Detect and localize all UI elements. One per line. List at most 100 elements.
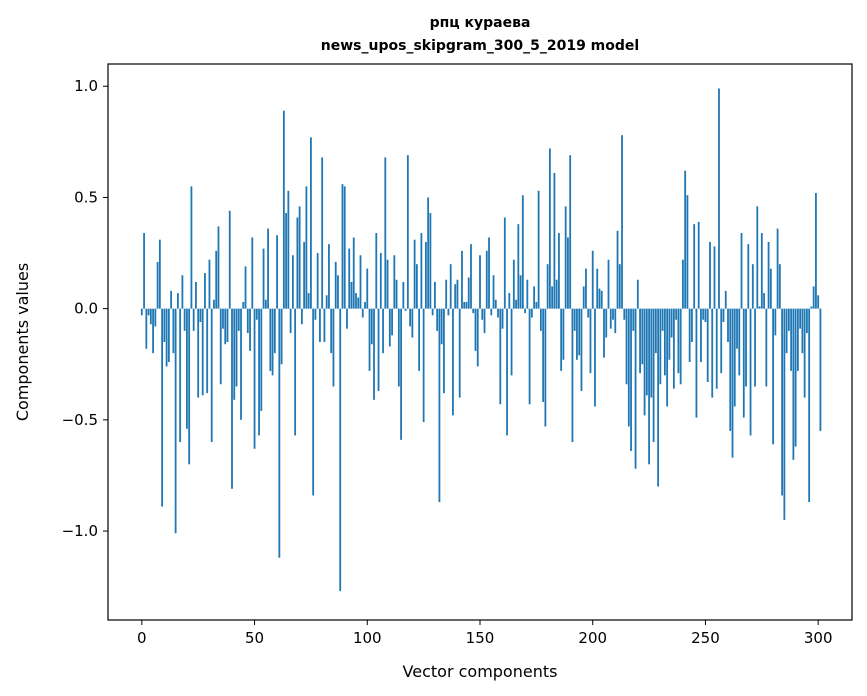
bar xyxy=(598,288,601,309)
bar xyxy=(449,264,452,309)
bar xyxy=(145,308,148,349)
bar xyxy=(240,308,242,420)
bar xyxy=(528,308,531,405)
bar xyxy=(152,308,154,354)
bar xyxy=(819,308,822,431)
bar xyxy=(796,308,799,371)
bar xyxy=(343,186,346,309)
bar xyxy=(596,268,599,309)
bar xyxy=(149,308,152,325)
bar xyxy=(249,308,251,351)
bar xyxy=(307,293,310,309)
bar xyxy=(413,239,416,309)
bar xyxy=(567,237,569,309)
bar xyxy=(553,172,556,309)
bar xyxy=(176,293,179,309)
bar xyxy=(282,110,285,309)
bar xyxy=(352,237,355,309)
bar xyxy=(742,308,745,418)
bar xyxy=(287,190,290,309)
bar xyxy=(720,308,723,374)
bar xyxy=(494,299,497,309)
bar xyxy=(393,255,396,309)
bar xyxy=(206,308,209,394)
bar xyxy=(778,264,781,309)
bar xyxy=(197,308,200,398)
bar xyxy=(244,266,247,309)
bar xyxy=(350,281,353,309)
bar xyxy=(246,308,249,334)
y-tick-label: 0.5 xyxy=(74,188,98,206)
bar xyxy=(377,308,380,391)
bar xyxy=(564,206,567,309)
bar xyxy=(210,308,213,443)
bar xyxy=(429,213,432,309)
bar xyxy=(303,241,306,309)
bar xyxy=(467,277,470,309)
y-axis-ticks: −1.0 −0.5 0.0 0.5 1.0 xyxy=(62,77,108,540)
bar xyxy=(763,293,765,309)
bar xyxy=(483,308,486,334)
bar xyxy=(715,308,718,389)
bar xyxy=(548,148,551,309)
bar xyxy=(756,206,759,309)
bar xyxy=(745,308,747,387)
bar xyxy=(573,308,576,331)
bar xyxy=(422,308,425,423)
bar xyxy=(199,308,202,322)
bar xyxy=(508,293,511,309)
bar xyxy=(675,308,678,320)
bar xyxy=(639,308,641,374)
bar xyxy=(427,197,430,309)
bar xyxy=(237,308,240,331)
bar xyxy=(600,290,603,309)
bar xyxy=(621,135,623,309)
x-tick-label: 300 xyxy=(804,629,833,647)
bar xyxy=(803,308,806,398)
x-tick-label: 150 xyxy=(466,629,495,647)
bar xyxy=(740,233,743,309)
bar xyxy=(262,248,265,309)
x-tick-label: 0 xyxy=(137,629,147,647)
bar xyxy=(231,308,233,489)
bar xyxy=(228,210,231,309)
bar xyxy=(366,268,369,309)
bar xyxy=(402,281,405,309)
bar xyxy=(585,268,587,309)
y-tick-label: −1.0 xyxy=(62,522,98,540)
bar xyxy=(278,308,281,558)
bar xyxy=(783,308,786,520)
bar xyxy=(140,308,143,316)
bar xyxy=(591,250,594,309)
bar xyxy=(535,301,538,309)
bar xyxy=(700,308,702,363)
bar xyxy=(319,308,321,342)
bar xyxy=(174,308,177,534)
bar xyxy=(627,308,630,427)
bar xyxy=(294,308,297,436)
bar xyxy=(609,308,612,329)
bar xyxy=(648,308,650,465)
bar xyxy=(815,192,817,309)
bar xyxy=(300,308,303,325)
bar xyxy=(562,308,565,360)
bar xyxy=(470,244,472,309)
bar xyxy=(424,241,427,309)
bar xyxy=(217,226,220,309)
bar xyxy=(686,195,689,309)
bar xyxy=(328,244,330,309)
bar xyxy=(463,301,466,309)
bar xyxy=(348,248,351,309)
bar xyxy=(497,308,499,318)
bar xyxy=(461,250,463,309)
bar xyxy=(395,279,398,309)
bar xyxy=(751,264,754,309)
bar xyxy=(172,308,175,354)
bar xyxy=(578,308,581,356)
bar xyxy=(434,281,436,309)
bar xyxy=(458,308,461,398)
bar xyxy=(364,301,366,309)
bar xyxy=(330,308,333,354)
bar xyxy=(594,308,596,407)
